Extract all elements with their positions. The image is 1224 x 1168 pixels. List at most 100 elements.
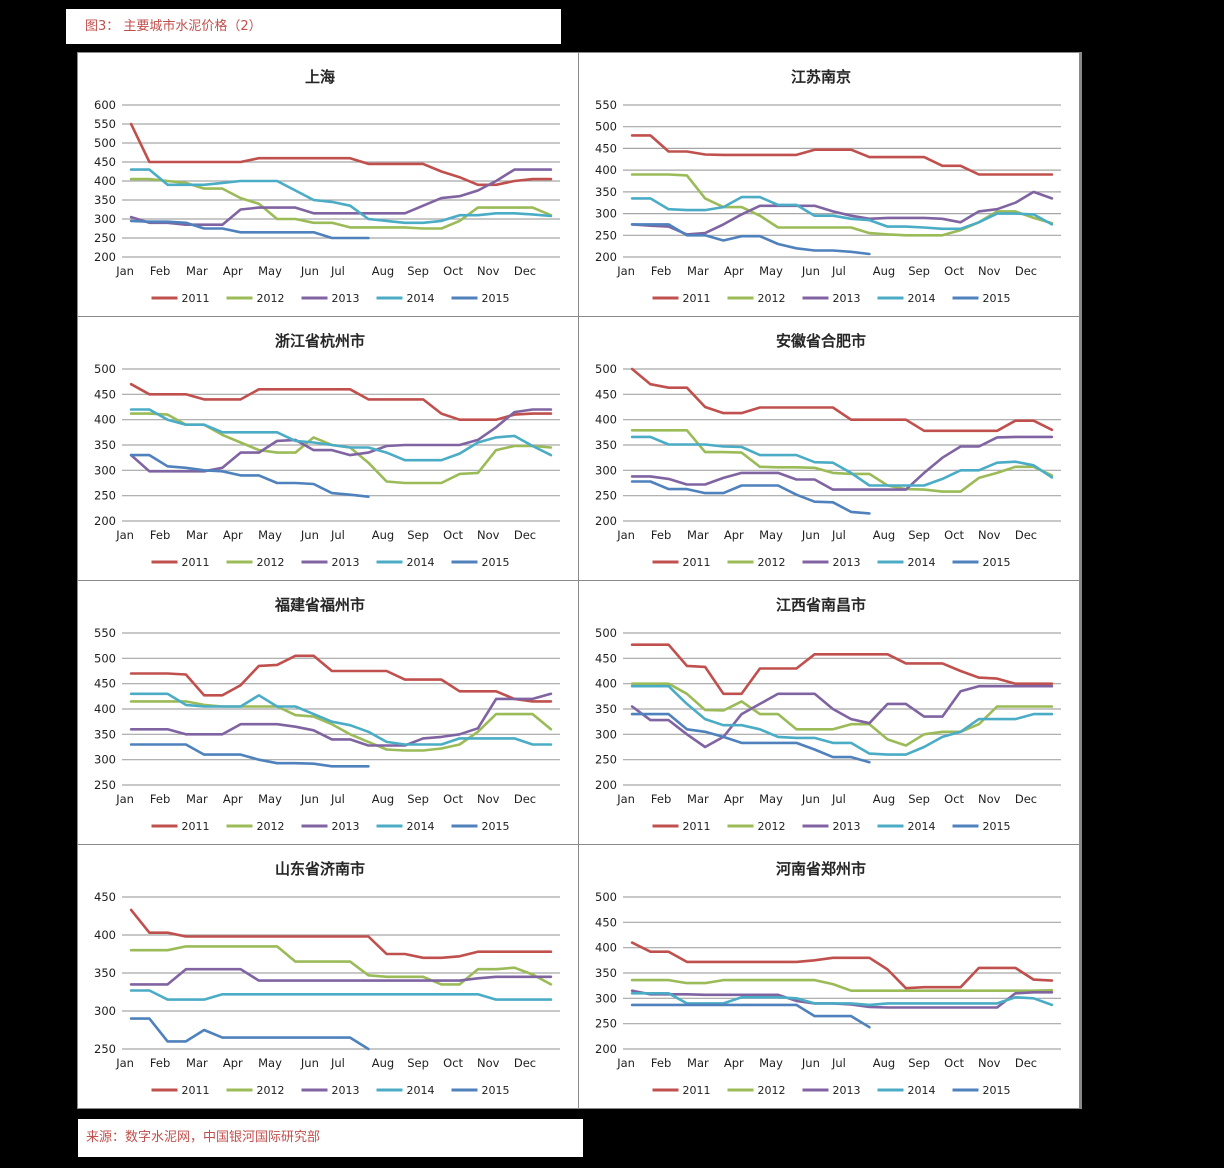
- y-axis-label: 450: [595, 387, 617, 401]
- x-axis-label: Apr: [223, 792, 243, 806]
- legend-item-2015: 2015: [952, 820, 1011, 833]
- x-axis-label: Nov: [978, 264, 1001, 278]
- series-line-2015: [630, 1003, 871, 1029]
- series-line-2014: [630, 992, 1054, 1007]
- x-axis-label: Dec: [514, 264, 536, 278]
- y-axis-label: 350: [94, 193, 116, 207]
- x-axis-label: Feb: [150, 264, 170, 278]
- legend-item-2011: 2011: [151, 556, 210, 569]
- series-line-2014: [630, 435, 1054, 487]
- x-axis-label: May: [759, 792, 783, 806]
- series-line-2012: [129, 945, 553, 986]
- legend-label: 2011: [182, 292, 210, 305]
- legend-item-2015: 2015: [952, 556, 1011, 569]
- x-axis-label: May: [759, 1056, 783, 1070]
- x-axis-label: Dec: [514, 792, 536, 806]
- series-line-2013: [129, 967, 553, 986]
- x-axis-label: Jun: [801, 792, 820, 806]
- x-axis-label: Mar: [186, 1056, 208, 1070]
- legend-item-2013: 2013: [301, 556, 360, 569]
- y-axis-label: 500: [595, 362, 617, 376]
- x-axis-label: Apr: [223, 264, 243, 278]
- chart-panel-5: 福建省福州市 550 500 450 400 350 300 250 Jan Feb Mar Apr M…: [78, 581, 578, 844]
- x-axis-label: Jul: [831, 264, 846, 278]
- y-axis-label: 250: [595, 489, 617, 503]
- x-axis-label: Aug: [372, 264, 394, 278]
- x-axis-label: Jan: [616, 792, 635, 806]
- series-line-2012: [630, 978, 1054, 992]
- legend-item-2014: 2014: [877, 556, 936, 569]
- series-line-2013: [630, 190, 1054, 236]
- y-axis-label: 500: [595, 626, 617, 640]
- x-axis-label: Nov: [477, 1056, 500, 1070]
- legend-item-2012: 2012: [727, 292, 786, 305]
- legend-label: 2011: [683, 292, 711, 305]
- legend-label: 2011: [182, 556, 210, 569]
- series-line-2015: [129, 453, 370, 498]
- x-axis-label: Mar: [687, 264, 709, 278]
- legend-item-2011: 2011: [652, 820, 711, 833]
- x-axis-label: May: [258, 528, 282, 542]
- y-axis-label: 600: [94, 98, 116, 112]
- legend-label: 2011: [683, 820, 711, 833]
- chart-panel-1: 上海 600 550 500 450 400 350 300 250 200 Jan Feb Mar Ap…: [78, 53, 578, 316]
- x-axis-label: Jan: [115, 264, 134, 278]
- series-line-2012: [129, 177, 553, 230]
- legend-item-2011: 2011: [652, 292, 711, 305]
- y-axis-label: 350: [595, 966, 617, 980]
- y-axis-label: 250: [94, 1042, 116, 1056]
- y-axis-label: 300: [595, 727, 617, 741]
- legend-label: 2013: [332, 292, 360, 305]
- x-axis-label: Sep: [908, 1056, 930, 1070]
- series-line-2013: [129, 168, 553, 226]
- legend-label: 2012: [257, 820, 285, 833]
- legend-label: 2015: [983, 1084, 1011, 1097]
- series-line-2011: [129, 122, 553, 187]
- series-line-2012: [630, 173, 1054, 237]
- legend-item-2013: 2013: [802, 1084, 861, 1097]
- y-axis-label: 350: [595, 185, 617, 199]
- chart-title: 福建省福州市: [274, 596, 365, 614]
- x-axis-label: Jul: [831, 1056, 846, 1070]
- y-axis-label: 200: [595, 1042, 617, 1056]
- legend-label: 2015: [983, 556, 1011, 569]
- legend-item-2013: 2013: [301, 292, 360, 305]
- x-axis-label: May: [759, 528, 783, 542]
- x-axis-label: Nov: [978, 792, 1001, 806]
- series-line-2011: [129, 654, 553, 703]
- x-axis-label: Feb: [651, 1056, 671, 1070]
- x-axis-label: Sep: [407, 1056, 429, 1070]
- chart-panel-2: 江苏南京 550 500 450 400 350 300 250 200 Jan Feb Mar Apr…: [579, 53, 1079, 316]
- chart-title: 江苏南京: [791, 68, 851, 86]
- x-axis-label: Jan: [616, 264, 635, 278]
- series-line-2011: [630, 643, 1054, 696]
- series-line-2013: [129, 408, 553, 473]
- series-line-2014: [129, 692, 553, 746]
- legend-label: 2012: [758, 820, 786, 833]
- legend-item-2015: 2015: [451, 292, 510, 305]
- x-axis-label: Oct: [443, 528, 463, 542]
- legend-label: 2013: [833, 820, 861, 833]
- y-axis-label: 450: [94, 677, 116, 691]
- series-line-2014: [129, 408, 553, 462]
- x-axis-label: Sep: [407, 792, 429, 806]
- x-axis-label: Aug: [873, 264, 895, 278]
- source-text: 来源：数字水泥网，中国银河国际研究部: [86, 1130, 321, 1145]
- y-axis-label: 400: [94, 413, 116, 427]
- legend-label: 2014: [908, 292, 936, 305]
- y-axis-label: 450: [595, 651, 617, 665]
- x-axis-label: Apr: [724, 528, 744, 542]
- x-axis-label: Mar: [687, 528, 709, 542]
- x-axis-label: Feb: [150, 792, 170, 806]
- x-axis-label: Jun: [801, 528, 820, 542]
- legend-item-2014: 2014: [376, 1084, 435, 1097]
- legend-item-2011: 2011: [151, 292, 210, 305]
- x-axis-label: Oct: [944, 528, 964, 542]
- x-axis-label: Aug: [873, 792, 895, 806]
- y-axis-label: 350: [94, 966, 116, 980]
- x-axis-label: Sep: [407, 528, 429, 542]
- legend-label: 2015: [482, 820, 510, 833]
- legend-item-2012: 2012: [727, 1084, 786, 1097]
